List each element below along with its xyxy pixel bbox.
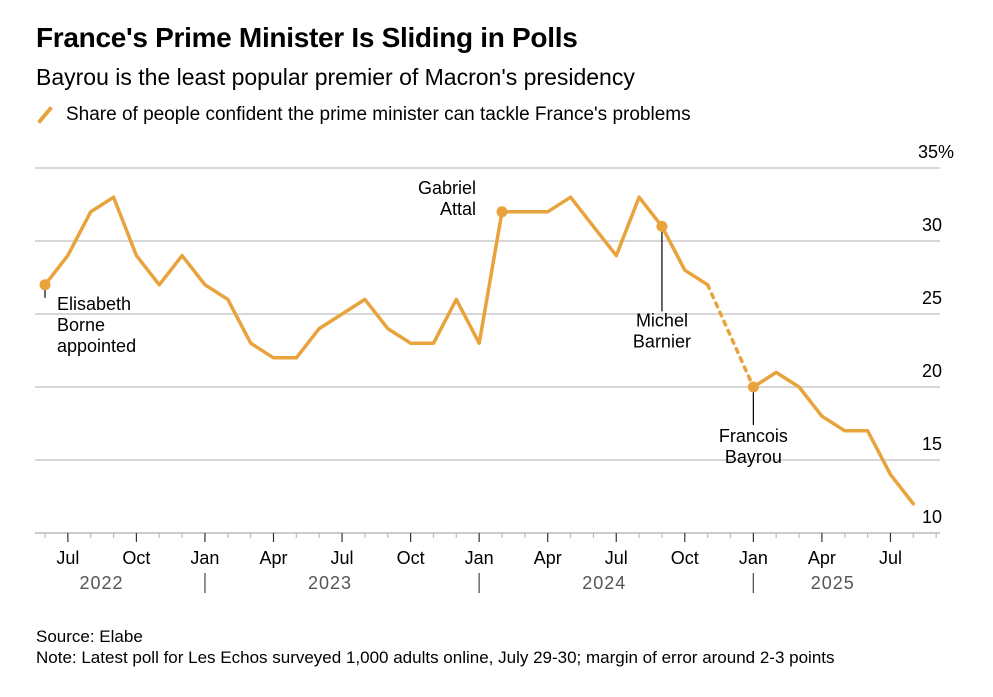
- y-tick-label: 30: [922, 215, 942, 235]
- annotation-dot: [747, 381, 759, 393]
- x-tick-label: Jan: [190, 548, 219, 568]
- x-year-label: 2024: [582, 573, 626, 593]
- annotation-label: Francois: [719, 426, 788, 446]
- y-axis-labels: 10 15 20 25 30 35%: [918, 142, 954, 527]
- annotation-label: Gabriel: [418, 178, 476, 198]
- x-tick-label: Oct: [671, 548, 699, 568]
- legend-label: Share of people confident the prime mini…: [66, 104, 691, 125]
- series-line: [43, 195, 916, 506]
- annotation-dot: [39, 279, 51, 291]
- x-tick-label: Jul: [879, 548, 902, 568]
- source-text: Source: Elabe: [36, 627, 143, 646]
- x-tick-label: Jul: [56, 548, 79, 568]
- x-tick-label: Oct: [397, 548, 425, 568]
- series-line-solid: [751, 370, 916, 506]
- annotation-label: Borne: [57, 315, 105, 335]
- y-tick-label: 15: [922, 434, 942, 454]
- x-tick-label: Jul: [331, 548, 354, 568]
- x-tick-label: Apr: [808, 548, 836, 568]
- grid-lines: [35, 167, 940, 461]
- x-tick-label: Jan: [465, 548, 494, 568]
- annotation-label: Bayrou: [725, 447, 782, 467]
- x-year-label: 2025: [811, 573, 855, 593]
- x-tick-label: Apr: [259, 548, 287, 568]
- x-year-label: 2023: [308, 573, 352, 593]
- annotation-dots: [39, 206, 759, 393]
- annotation-dot: [496, 206, 508, 218]
- x-tick-label: Jul: [605, 548, 628, 568]
- annotation-label: Elisabeth: [57, 294, 131, 314]
- note-text: Note: Latest poll for Les Echos surveyed…: [36, 648, 835, 667]
- chart-subtitle: Bayrou is the least popular premier of M…: [36, 64, 635, 90]
- x-tick-label: Apr: [534, 548, 562, 568]
- x-tick-label: Jan: [739, 548, 768, 568]
- footer: Source: Elabe Note: Latest poll for Les …: [36, 626, 835, 668]
- x-axis: Jul Oct Jan Apr Jul Oct Jan Apr Jul Oct Jan Apr Jul2…: [35, 532, 940, 593]
- legend: Share of people confident the prime mini…: [36, 104, 691, 126]
- y-tick-label: 10: [922, 507, 942, 527]
- annotation-leaders: [44, 226, 754, 425]
- y-tick-label: 20: [922, 361, 942, 381]
- x-year-label: 2022: [80, 573, 124, 593]
- series-line-solid: [43, 195, 710, 360]
- x-tick-label: Oct: [122, 548, 150, 568]
- annotation-label: Attal: [440, 199, 476, 219]
- annotation-dot: [656, 220, 668, 232]
- chart-title: France's Prime Minister Is Sliding in Po…: [36, 22, 578, 53]
- y-tick-label: 35%: [918, 142, 954, 162]
- annotation-label: Michel: [636, 310, 688, 330]
- series-line-dotted: [705, 283, 756, 389]
- annotation-label: appointed: [57, 336, 136, 356]
- y-tick-label: 25: [922, 288, 942, 308]
- annotation-label: Barnier: [633, 331, 691, 351]
